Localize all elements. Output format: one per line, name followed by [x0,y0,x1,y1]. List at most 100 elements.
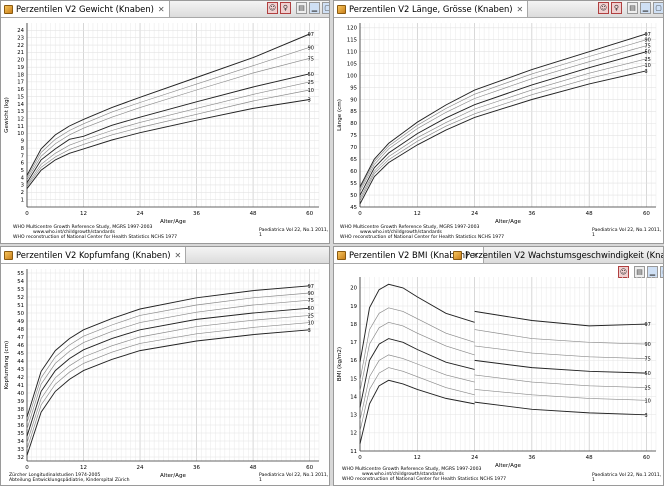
y-tick-label: 85 [350,109,357,115]
close-icon[interactable]: ✕ [175,251,182,260]
percentile-label: 50 [644,371,650,377]
boy-icon[interactable]: ☺ [267,2,278,14]
y-tick-label: 19 [17,65,24,71]
y-tick-label: 20 [350,286,357,292]
y-tick-label: 39 [17,399,24,405]
minimize-icon[interactable]: ▁ [309,2,320,14]
chart-view-icon [337,5,346,14]
y-tick-label: 35 [17,431,24,437]
y-tick-label: 37 [17,415,24,421]
y-tick-label: 52 [17,295,24,301]
percentile-label: 10 [644,398,650,404]
y-tick-label: 8 [21,146,25,152]
y-tick-label: 80 [350,121,357,127]
girl-icon[interactable]: ♀ [611,2,622,14]
print-icon[interactable]: ▤ [296,2,307,14]
maximize-icon[interactable]: ▢ [653,2,664,14]
y-tick-label: 16 [17,87,24,93]
y-tick-label: 11 [17,124,24,130]
y-tick-label: 11 [350,449,357,455]
girl-icon[interactable]: ♀ [280,2,291,14]
x-tick-label: 36 [193,465,200,471]
percentile-label: 97 [644,322,650,328]
percentile-label: 25 [308,80,314,86]
chart-citation: Paediatrica Vol 22, No.1 2011, 1 [592,228,663,238]
weight-chart-panel: Perzentilen V2 Gewicht (Knaben) ✕ ☺ ♀ ▤ ▁… [0,0,330,244]
head-circumference-chart: 3233343536373839404142434445464748495051… [1,263,330,486]
minimize-icon[interactable]: ▁ [640,2,651,14]
x-tick-label: 24 [137,465,144,471]
x-tick-label: 12 [414,211,421,217]
y-tick-label: 2 [21,190,24,196]
x-tick-label: 36 [193,211,200,217]
maximize-icon[interactable]: ▢ [322,2,330,14]
percentile-label: 50 [308,72,314,78]
x-tick-label: 48 [250,211,257,217]
x-tick-label: 12 [80,465,87,471]
y-tick-label: 4 [21,175,25,181]
x-tick-label: 36 [528,455,535,461]
y-tick-label: 110 [347,49,358,55]
y-tick-label: 50 [17,311,24,317]
y-tick-label: 14 [17,102,24,108]
tab-growth-velocity[interactable]: Perzentilen V2 Wachstumsgeschwindigkeit … [450,247,664,263]
tab-bar: Perzentilen V2 Länge, Grösse (Knaben) ✕ ☺… [334,1,663,18]
y-tick-label: 55 [17,271,24,277]
y-tick-label: 17 [350,340,357,346]
y-tick-label: 60 [350,169,357,175]
close-icon[interactable]: ✕ [158,5,165,14]
y-tick-label: 38 [17,407,24,413]
bmi-chart-panel: Perzentilen V2 BMI (Knaben) ✕ Perzentilen… [333,246,664,486]
y-tick-label: 36 [17,423,24,429]
y-tick-label: 100 [347,73,358,79]
chart-view-icon [453,251,462,260]
y-tick-label: 54 [17,279,24,285]
percentile-label: 75 [644,357,650,363]
print-icon[interactable]: ▤ [627,2,638,14]
chart-citation: Paediatrica Vol 22, No.1 2011, 1 [592,473,663,483]
y-tick-label: 21 [17,50,24,56]
y-axis-label: Gewicht (kg) [4,97,10,133]
x-tick-label: 48 [586,455,593,461]
percentile-label: 97 [308,32,314,38]
weight-chart: 1234567891011121314151617181920212223240… [1,17,330,244]
percentile-label: 3 [308,98,311,104]
y-tick-label: 15 [17,94,24,100]
y-tick-label: 43 [17,367,24,373]
tab-bar: Perzentilen V2 BMI (Knaben) ✕ Perzentilen… [334,247,663,264]
y-tick-label: 33 [17,447,24,453]
chart-view-icon [337,251,346,260]
y-tick-label: 70 [350,145,357,151]
y-axis-label: Kopfumfang (cm) [4,341,10,390]
bmi-chart: 111213141516171819200 12 24 36 48 60Alter/Age… [334,263,664,486]
y-tick-label: 45 [17,351,24,357]
x-tick-label: 0 [358,211,362,217]
y-tick-label: 12 [350,431,357,437]
y-tick-label: 75 [350,133,357,139]
close-icon[interactable]: ✕ [517,5,524,14]
x-tick-label: 60 [306,211,313,217]
chart-source: Zürcher Longitudinalstudien 1974-2005 Ab… [9,473,130,483]
boy-icon[interactable]: ☺ [598,2,609,14]
x-tick-label: 24 [137,211,144,217]
y-tick-label: 34 [17,439,24,445]
percentile-label: 10 [308,88,314,94]
tab-weight[interactable]: Perzentilen V2 Gewicht (Knaben) ✕ [1,1,170,17]
percentile-label: 75 [308,56,314,62]
y-tick-label: 20 [17,58,24,64]
y-tick-label: 55 [350,181,357,187]
y-tick-label: 14 [350,394,357,400]
x-tick-label: 12 [80,211,87,217]
tab-length[interactable]: Perzentilen V2 Länge, Grösse (Knaben) ✕ [334,1,528,17]
tab-head-circumference[interactable]: Perzentilen V2 Kopfumfang (Knaben) ✕ [1,247,186,263]
y-tick-label: 105 [347,61,357,67]
x-tick-label: 12 [414,455,421,461]
percentile-label: 3 [644,69,647,75]
chart-citation: Paediatrica Vol 22, No.1 2011, 1 [259,228,329,238]
x-tick-label: 60 [306,465,313,471]
x-tick-label: 0 [358,455,362,461]
head-circumference-chart-panel: Perzentilen V2 Kopfumfang (Knaben) ✕ 32 33… [0,246,330,486]
y-axis-label: BMI (kg/m2) [337,347,343,381]
view-toolbar: ☺ ♀ ▤ ▁ ▢ [267,2,330,14]
x-tick-label: 60 [643,211,650,217]
